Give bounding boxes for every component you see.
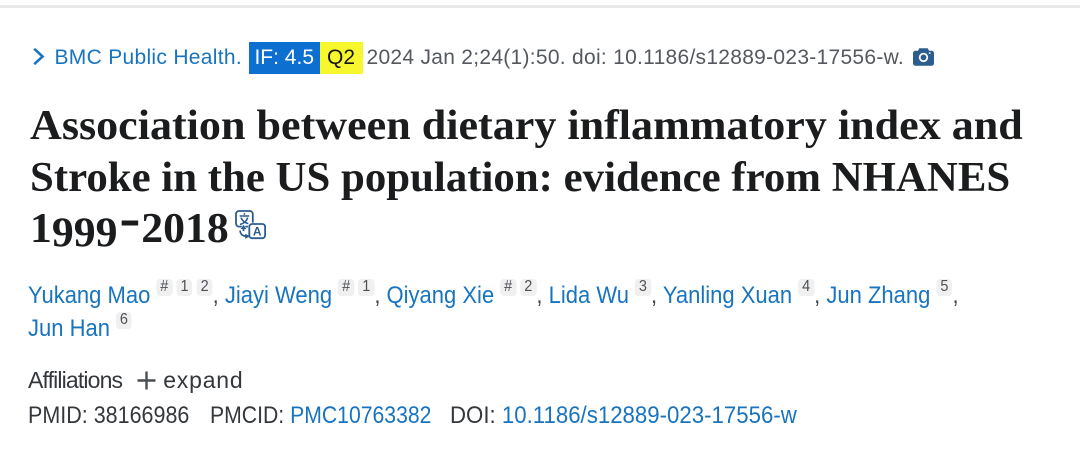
svg-text:A: A xyxy=(253,225,262,239)
